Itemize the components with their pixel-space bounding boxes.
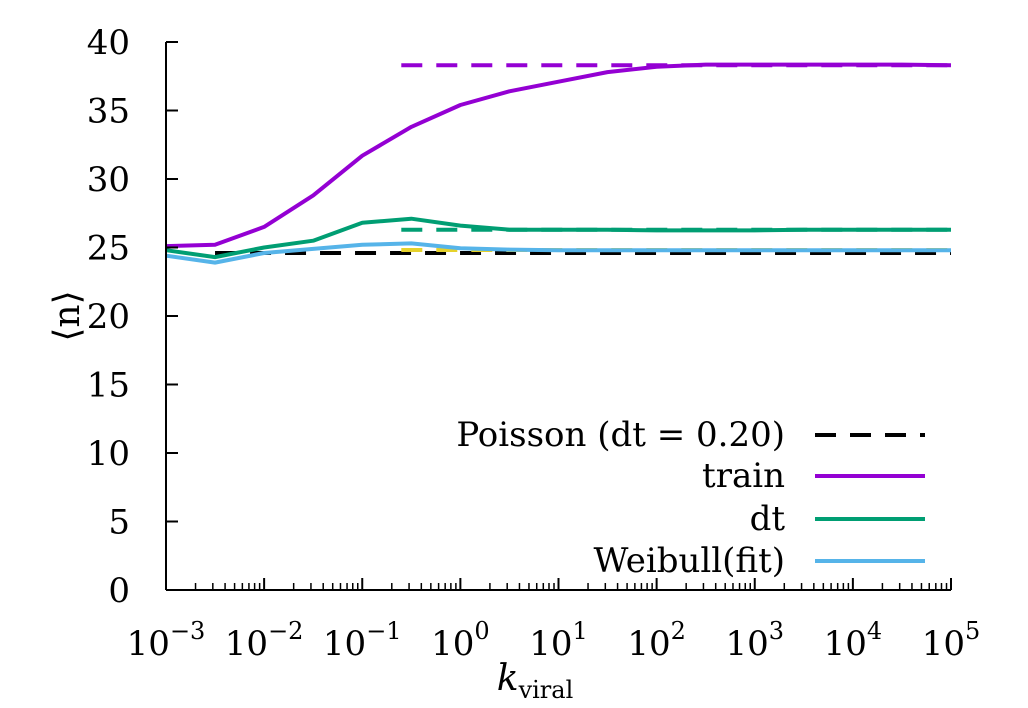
x-tick-exponent: 2: [671, 617, 686, 645]
x-tick-exponent: 3: [769, 617, 784, 645]
x-tick-exponent: 5: [965, 617, 980, 645]
x-tick-exponent: 4: [867, 617, 882, 645]
x-tick-base: 10: [127, 624, 170, 664]
x-tick-exponent: −3: [170, 617, 205, 645]
x-axis-label-subscript: viral: [518, 676, 574, 704]
x-tick-label: 10−2: [225, 617, 304, 664]
x-tick-exponent: 0: [474, 617, 489, 645]
y-tick-label: 25: [87, 229, 130, 269]
y-tick-label: 5: [108, 503, 130, 543]
x-tick-label: 105: [922, 617, 981, 664]
legend-label-train: train: [702, 456, 785, 496]
series-line-weibull-fit: [165, 241, 951, 265]
x-tick-exponent: −1: [366, 617, 401, 645]
x-axis-label-main: k: [497, 658, 519, 699]
x-tick-base: 10: [431, 624, 474, 664]
series-lines: [165, 62, 952, 265]
x-tick-base: 10: [725, 624, 768, 664]
y-tick-label: 20: [87, 297, 130, 337]
series-line-dt: [165, 216, 951, 260]
y-tick-label: 40: [87, 23, 130, 63]
x-tick-exponent: −2: [268, 617, 303, 645]
x-tick-label: 103: [725, 617, 784, 664]
x-tick-base: 10: [627, 624, 670, 664]
x-tick-label: 102: [627, 617, 686, 664]
series-line-train: [165, 62, 952, 249]
legend-label-dt: dt: [750, 499, 786, 539]
y-tick-label: 35: [87, 92, 130, 132]
x-tick-label: 10−3: [127, 617, 206, 664]
x-ticks: 10−3 10−2 10−1 100 101 102 103 104 105: [127, 578, 981, 664]
y-tick-label: 15: [87, 366, 130, 406]
y-tick-label: 10: [87, 434, 130, 474]
x-tick-base: 10: [922, 624, 965, 664]
x-tick-base: 10: [824, 624, 867, 664]
x-tick-exponent: 1: [572, 617, 587, 645]
x-tick-base: 10: [225, 624, 268, 664]
axes: [165, 42, 951, 591]
x-tick-label: 104: [824, 617, 883, 664]
x-tick-label: 101: [529, 617, 588, 664]
legend-label-weibull: Weibull(fit): [594, 541, 785, 581]
x-tick-label: 10−1: [323, 617, 402, 664]
x-tick-base: 10: [323, 624, 366, 664]
reference-lines: [215, 63, 951, 255]
y-tick-label: 30: [87, 160, 130, 200]
x-tick-label: 100: [431, 617, 490, 664]
y-axis-label: ⟨n⟩: [47, 290, 88, 341]
legend-label-poisson: Poisson (dt = 0.20): [456, 415, 785, 455]
x-tick-base: 10: [529, 624, 572, 664]
y-tick-label: 0: [108, 571, 130, 611]
legend: Poisson (dt = 0.20) train dt Weibull(fit…: [456, 415, 925, 581]
y-ticks: 0 5 10 15 20 25 30 35 40: [87, 23, 178, 611]
x-axis-label: kviral: [497, 658, 574, 704]
